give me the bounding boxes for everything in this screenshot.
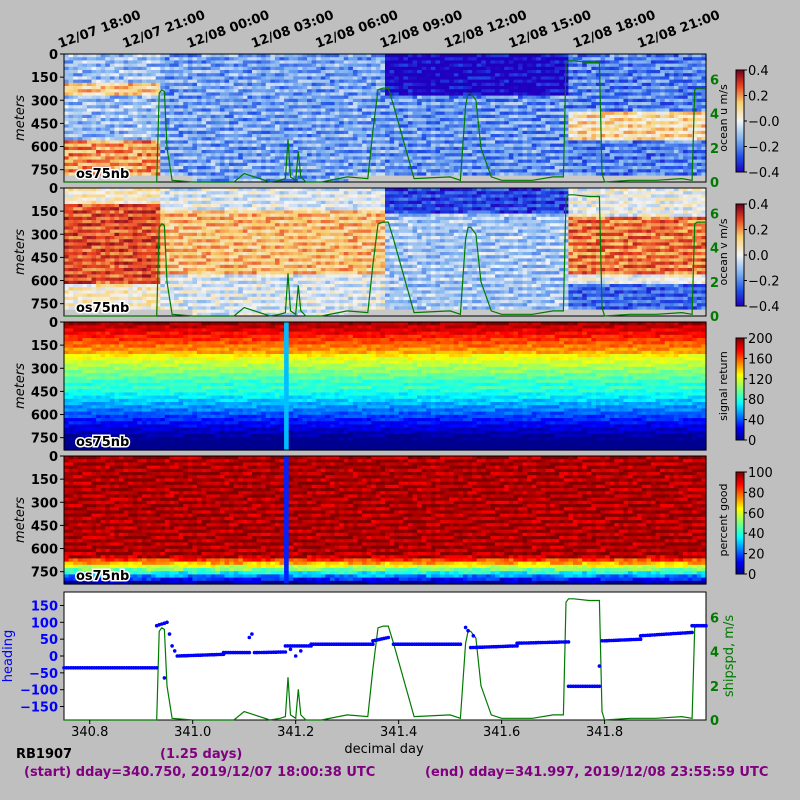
panels-layer: 0150300450600750metersos75nb02460.40.2−0… bbox=[13, 48, 780, 585]
panel-1: 0150300450600750metersos75nb02460.40.2−0… bbox=[13, 48, 780, 191]
panel-field bbox=[64, 54, 707, 183]
